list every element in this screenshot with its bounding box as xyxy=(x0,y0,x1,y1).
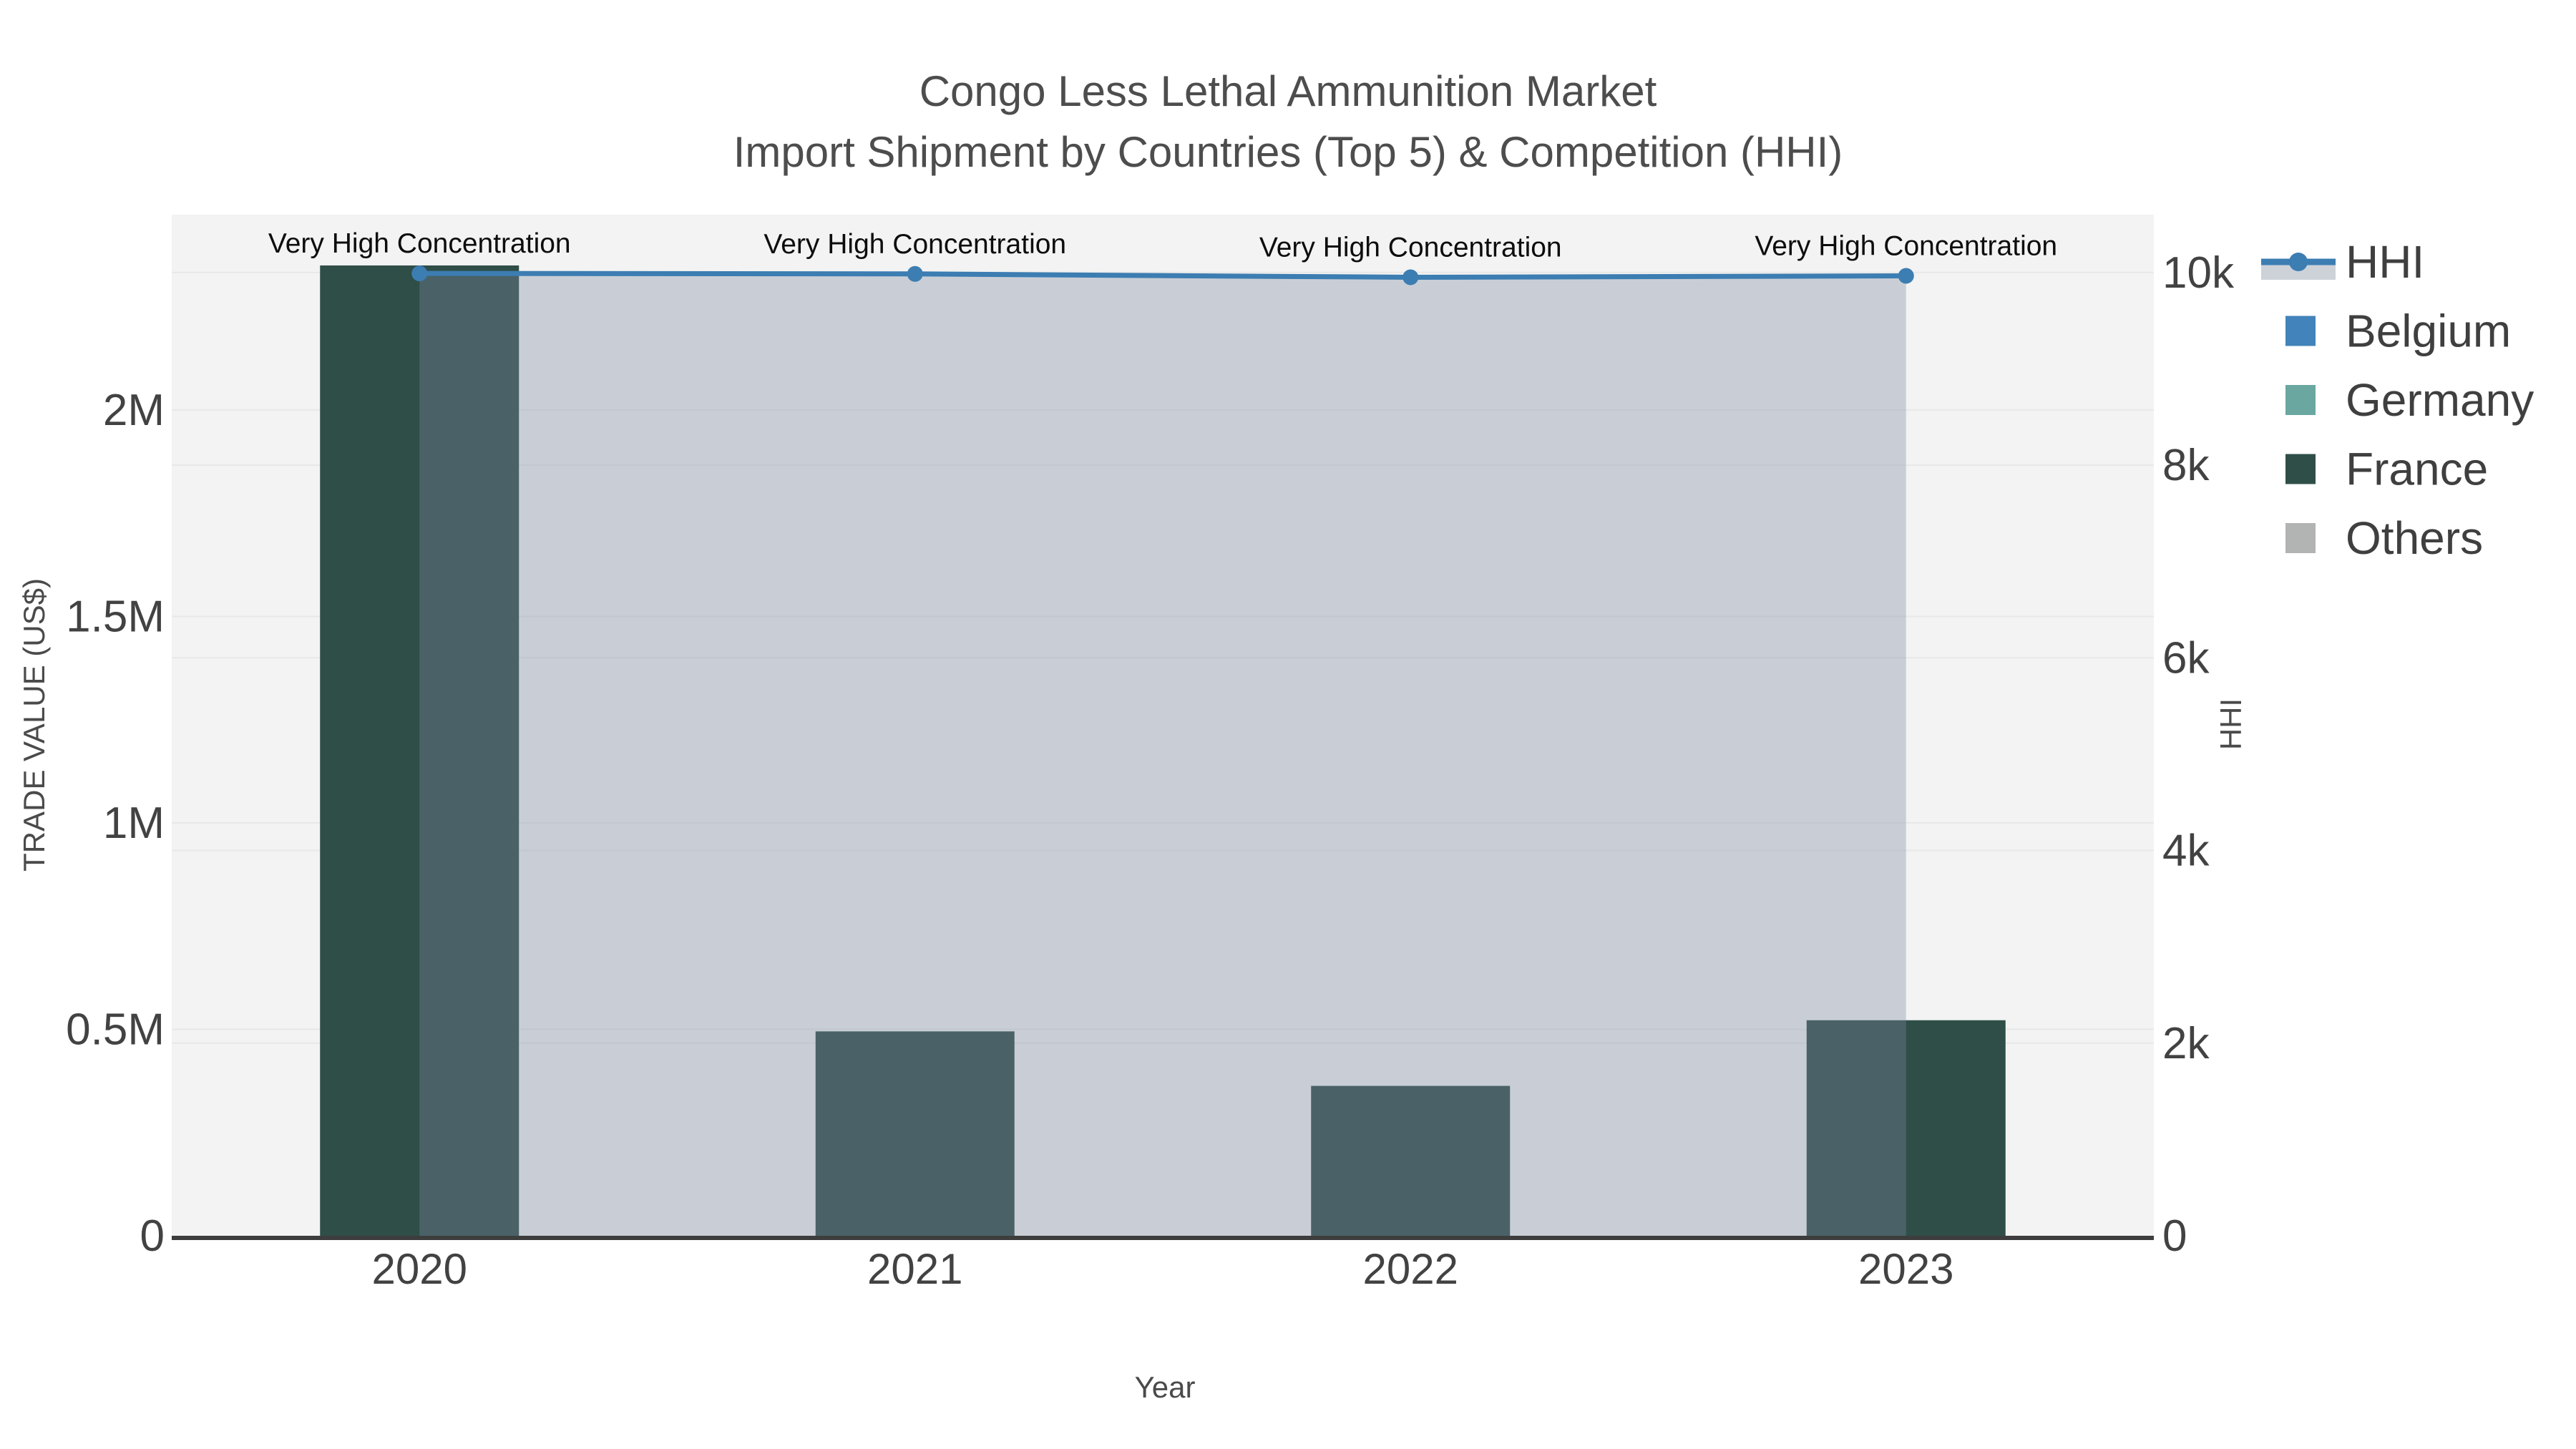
legend: HHI Belgium Germany France Others xyxy=(2261,236,2534,564)
x-tick-2020: 2020 xyxy=(372,1245,467,1293)
left-tick-0-5m: 0.5M xyxy=(66,1005,165,1054)
legend-label-others: Others xyxy=(2346,512,2483,564)
right-tick-6k: 6k xyxy=(2162,633,2210,683)
left-tick-1m: 1M xyxy=(103,799,165,848)
legend-item-germany[interactable]: Germany xyxy=(2285,374,2534,426)
legend-swatch-france xyxy=(2285,454,2316,484)
legend-label-hhi: HHI xyxy=(2346,236,2424,288)
hhi-marker-2022[interactable] xyxy=(1402,269,1419,286)
annotation-2022: Very High Concentration xyxy=(1259,233,1562,263)
annotation-2020: Very High Concentration xyxy=(268,228,571,259)
chart-title: Congo Less Lethal Ammunition Market xyxy=(919,67,1657,115)
x-tick-2023: 2023 xyxy=(1858,1245,1953,1293)
annotation-2023: Very High Concentration xyxy=(1755,230,2057,261)
right-tick-0: 0 xyxy=(2162,1211,2187,1261)
x-axis-ticks: 2020 2021 2022 2023 xyxy=(372,1245,1954,1293)
hhi-line-layer xyxy=(411,265,1914,286)
right-axis-title: HHI xyxy=(2214,698,2248,750)
bar-france-2021[interactable] xyxy=(815,1031,1015,1236)
right-tick-8k: 8k xyxy=(2162,441,2210,490)
bar-france-2023[interactable] xyxy=(1806,1020,2006,1236)
right-tick-2k: 2k xyxy=(2162,1019,2210,1068)
right-tick-4k: 4k xyxy=(2162,826,2210,876)
legend-item-hhi[interactable]: HHI xyxy=(2261,236,2424,288)
left-axis-ticks: 0 0.5M 1M 1.5M 2M xyxy=(66,386,165,1261)
bar-france-2020[interactable] xyxy=(320,265,519,1236)
left-tick-1-5m: 1.5M xyxy=(66,592,165,641)
left-tick-2m: 2M xyxy=(103,386,165,435)
x-axis-title: Year xyxy=(1135,1370,1196,1404)
hhi-area xyxy=(419,273,1906,1236)
hhi-line[interactable] xyxy=(419,270,1906,280)
legend-item-others[interactable]: Others xyxy=(2285,512,2483,564)
left-tick-0: 0 xyxy=(140,1211,165,1261)
left-axis-title: TRADE VALUE (US$) xyxy=(17,578,51,872)
legend-label-belgium: Belgium xyxy=(2346,306,2511,357)
hhi-marker-2020[interactable] xyxy=(411,265,428,282)
x-tick-2022: 2022 xyxy=(1363,1245,1458,1293)
legend-swatch-others xyxy=(2285,523,2316,553)
legend-swatch-germany xyxy=(2285,385,2316,415)
right-tick-10k: 10k xyxy=(2162,248,2235,298)
annotation-2021: Very High Concentration xyxy=(763,229,1066,260)
hhi-area-fill[interactable] xyxy=(419,273,1906,1236)
annotations: Very High Concentration Very High Concent… xyxy=(268,228,2057,263)
chart-subtitle: Import Shipment by Countries (Top 5) & C… xyxy=(733,128,1843,176)
bar-france-2022[interactable] xyxy=(1311,1085,1511,1236)
legend-hhi-marker-icon xyxy=(2289,253,2308,271)
right-axis-ticks: 0 2k 4k 6k 8k 10k xyxy=(2162,248,2235,1261)
legend-swatch-belgium xyxy=(2285,316,2316,346)
legend-label-germany: Germany xyxy=(2346,374,2534,426)
legend-item-belgium[interactable]: Belgium xyxy=(2285,306,2511,357)
hhi-marker-2023[interactable] xyxy=(1898,268,1914,284)
legend-item-france[interactable]: France xyxy=(2285,444,2488,495)
hhi-marker-2021[interactable] xyxy=(907,265,923,282)
x-tick-2021: 2021 xyxy=(867,1245,962,1293)
bars xyxy=(320,265,2006,1236)
legend-label-france: France xyxy=(2346,444,2488,495)
